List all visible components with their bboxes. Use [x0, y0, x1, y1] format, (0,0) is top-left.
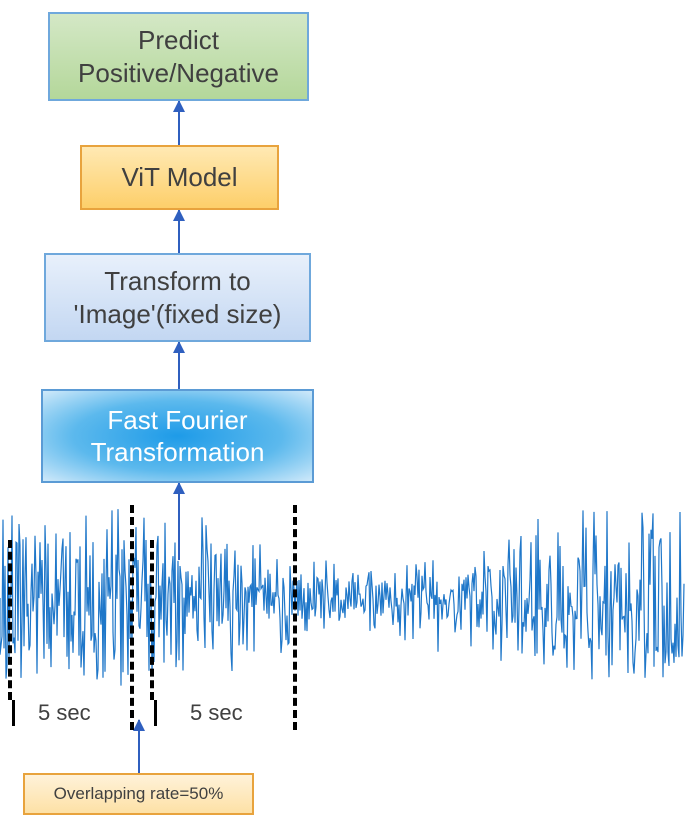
waveform-signal [0, 498, 685, 698]
time-tick [154, 700, 157, 726]
segment-duration-label: 5 sec [190, 700, 243, 726]
overlap-box: Overlapping rate=50% [23, 773, 254, 815]
flow-arrow [178, 210, 180, 253]
flow-arrow [138, 720, 140, 773]
flow-arrow [178, 101, 180, 145]
flow-arrow [178, 342, 180, 389]
transform-box: Transform to 'Image'(fixed size) [44, 253, 311, 342]
segment-divider [8, 540, 12, 700]
vit-label: ViT Model [121, 161, 237, 194]
overlap-label: Overlapping rate=50% [54, 783, 224, 804]
segment-divider [130, 505, 134, 730]
time-tick [12, 700, 15, 726]
fft-label: Fast Fourier Transformation [51, 404, 304, 469]
segment-divider [293, 505, 297, 730]
predict-label: Predict Positive/Negative [58, 24, 299, 89]
vit-model-box: ViT Model [80, 145, 279, 210]
predict-box: Predict Positive/Negative [48, 12, 309, 101]
segment-duration-label: 5 sec [38, 700, 91, 726]
fft-box: Fast Fourier Transformation [41, 389, 314, 483]
transform-label: Transform to 'Image'(fixed size) [54, 265, 301, 330]
segment-divider [150, 540, 154, 700]
